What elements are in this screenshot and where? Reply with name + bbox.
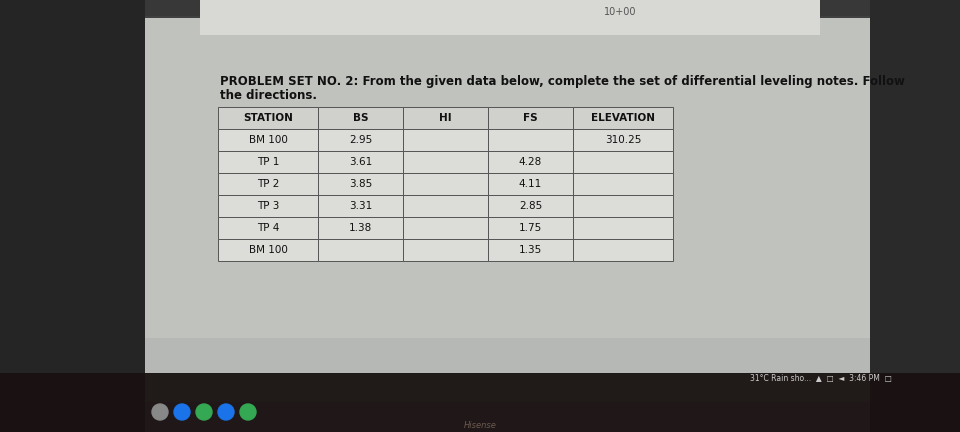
Bar xyxy=(488,239,573,261)
Bar xyxy=(318,195,403,217)
Bar xyxy=(488,129,573,151)
Text: TP 4: TP 4 xyxy=(257,223,279,233)
Text: TP 1: TP 1 xyxy=(257,157,279,167)
Text: BM 100: BM 100 xyxy=(249,245,287,255)
Text: TP 3: TP 3 xyxy=(257,201,279,211)
Bar xyxy=(573,151,673,173)
Bar xyxy=(573,173,673,195)
Bar xyxy=(573,239,673,261)
Bar xyxy=(403,195,488,217)
Text: PROBLEM SET NO. 2: From the given data below, complete the set of differential l: PROBLEM SET NO. 2: From the given data b… xyxy=(220,75,905,88)
Text: 4.11: 4.11 xyxy=(518,179,542,189)
Bar xyxy=(488,151,573,173)
Bar xyxy=(403,173,488,195)
Bar xyxy=(145,393,870,432)
Text: HI: HI xyxy=(439,113,452,123)
Bar xyxy=(488,217,573,239)
Bar xyxy=(318,217,403,239)
Text: BM 100: BM 100 xyxy=(249,135,287,145)
Bar xyxy=(0,0,145,432)
Text: STATION: STATION xyxy=(243,113,293,123)
Bar xyxy=(403,217,488,239)
Text: 3.85: 3.85 xyxy=(348,179,372,189)
Bar xyxy=(145,373,870,403)
Bar xyxy=(573,217,673,239)
Text: 1.35: 1.35 xyxy=(518,245,542,255)
Text: 2.85: 2.85 xyxy=(518,201,542,211)
Bar xyxy=(145,18,870,373)
Bar xyxy=(488,173,573,195)
Bar xyxy=(403,151,488,173)
Bar xyxy=(218,217,318,239)
Text: 10+00: 10+00 xyxy=(604,7,636,17)
Circle shape xyxy=(152,404,168,420)
Circle shape xyxy=(218,404,234,420)
Bar xyxy=(318,107,403,129)
Bar xyxy=(318,173,403,195)
Bar xyxy=(218,107,318,129)
Text: ELEVATION: ELEVATION xyxy=(591,113,655,123)
Text: 4.28: 4.28 xyxy=(518,157,542,167)
Circle shape xyxy=(174,404,190,420)
Bar xyxy=(218,151,318,173)
Text: 310.25: 310.25 xyxy=(605,135,641,145)
Text: 2.95: 2.95 xyxy=(348,135,372,145)
Bar xyxy=(200,0,820,35)
Bar xyxy=(318,239,403,261)
Text: 1.75: 1.75 xyxy=(518,223,542,233)
Bar xyxy=(218,129,318,151)
Text: BS: BS xyxy=(352,113,369,123)
Bar xyxy=(145,18,870,338)
Bar xyxy=(0,373,960,432)
Text: 1.38: 1.38 xyxy=(348,223,372,233)
Bar xyxy=(403,129,488,151)
Bar xyxy=(488,107,573,129)
Bar xyxy=(145,0,870,18)
Text: FS: FS xyxy=(523,113,538,123)
Bar xyxy=(573,129,673,151)
Text: 3.31: 3.31 xyxy=(348,201,372,211)
Bar xyxy=(573,195,673,217)
Circle shape xyxy=(196,404,212,420)
Bar xyxy=(145,374,870,402)
Bar xyxy=(145,0,870,16)
Text: TP 2: TP 2 xyxy=(257,179,279,189)
Bar xyxy=(870,0,960,432)
Bar xyxy=(218,195,318,217)
Bar xyxy=(318,151,403,173)
Bar xyxy=(318,129,403,151)
Bar xyxy=(488,195,573,217)
Bar xyxy=(403,107,488,129)
Text: 31°C Rain sho...  ▲  □  ◄  3:46 PM  □: 31°C Rain sho... ▲ □ ◄ 3:46 PM □ xyxy=(750,374,892,382)
Text: 3.61: 3.61 xyxy=(348,157,372,167)
Bar xyxy=(573,107,673,129)
Text: Hisense: Hisense xyxy=(464,420,496,429)
Bar xyxy=(218,239,318,261)
Circle shape xyxy=(240,404,256,420)
Bar xyxy=(403,239,488,261)
Text: the directions.: the directions. xyxy=(220,89,317,102)
Bar xyxy=(218,173,318,195)
